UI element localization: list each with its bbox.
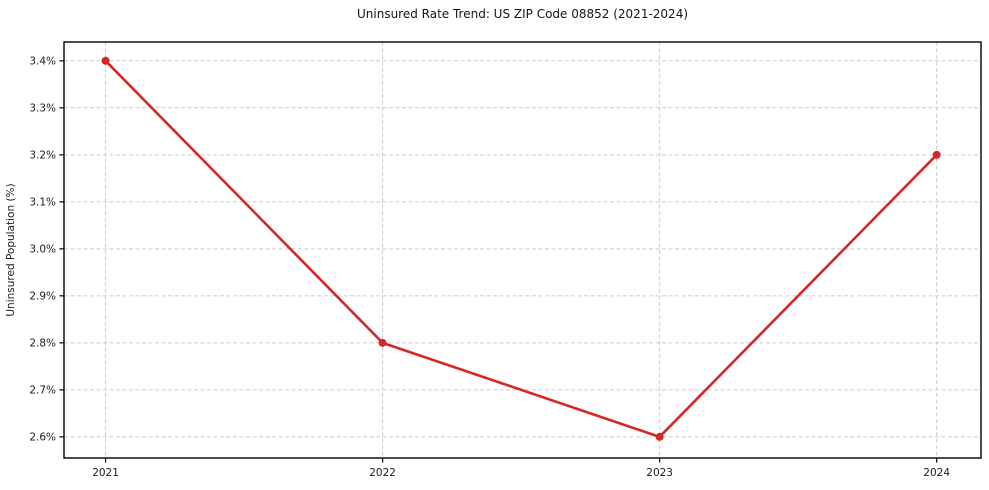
chart-title: Uninsured Rate Trend: US ZIP Code 08852 …: [356, 7, 689, 21]
x-tick-label: 2022: [369, 467, 396, 479]
y-tick-label: 3.1%: [29, 196, 56, 208]
y-tick-label: 3.0%: [29, 243, 56, 255]
y-tick-label: 2.8%: [29, 337, 56, 349]
data-point: [655, 432, 664, 441]
x-tick-label: 2021: [92, 467, 119, 479]
plot-border: [63, 41, 982, 459]
y-tick-label: 2.7%: [29, 384, 56, 396]
trend-line: [104, 59, 938, 439]
y-tick-label: 3.2%: [29, 149, 56, 161]
y-tick-label: 2.9%: [29, 290, 56, 302]
x-tick-label: 2023: [646, 467, 673, 479]
data-point: [101, 56, 110, 65]
data-point: [378, 338, 387, 347]
y-tick-label: 2.6%: [29, 431, 56, 443]
x-tick-label: 2024: [923, 467, 950, 479]
y-tick-label: 3.4%: [29, 55, 56, 67]
y-tick-label: 3.3%: [29, 102, 56, 114]
y-axis-label: Uninsured Population (%): [5, 183, 17, 316]
data-point: [932, 150, 941, 159]
